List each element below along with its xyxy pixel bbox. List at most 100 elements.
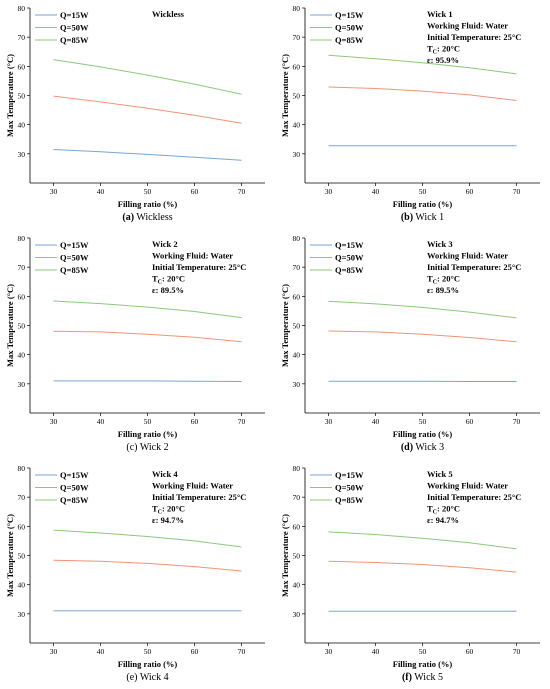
caption-text: Wick 3 bbox=[413, 442, 444, 453]
annotation-text: Wick 1 bbox=[427, 9, 453, 19]
y-tick-label: 40 bbox=[18, 351, 26, 360]
annotation-subscript: C bbox=[158, 510, 162, 516]
chart-panel: 30 40 50 60 70 80 30 40 50 60 70 Filling ratio (%) M… bbox=[5, 464, 265, 683]
legend-entry: Q=15W bbox=[335, 10, 364, 20]
caption-text: Wick 4 bbox=[138, 672, 169, 683]
panel-caption: (e) Wick 4 bbox=[126, 672, 168, 683]
annotation-text: Initial Temperature: 25°C bbox=[427, 32, 521, 42]
y-tick-label: 60 bbox=[18, 522, 26, 531]
annotation-part: : 20°C bbox=[437, 44, 460, 54]
annotation-text: TC: 20°C bbox=[427, 504, 460, 516]
y-tick-label: 50 bbox=[293, 322, 301, 331]
y-tick-label: 60 bbox=[18, 292, 26, 301]
y-tick-label: 50 bbox=[293, 92, 301, 101]
x-tick-label: 50 bbox=[144, 417, 152, 426]
y-axis-label: Max Temperature (°C) bbox=[280, 54, 290, 137]
y-tick-label: 40 bbox=[293, 351, 301, 360]
annotation-text: Wick 5 bbox=[427, 469, 453, 479]
y-tick-label: 40 bbox=[293, 581, 301, 590]
y-tick-label: 50 bbox=[18, 552, 26, 561]
y-tick-label: 70 bbox=[18, 33, 26, 42]
chart-panel: 30 40 50 60 70 80 30 40 50 60 70 Filling ratio (%) M… bbox=[5, 4, 265, 223]
x-axis-label: Filling ratio (%) bbox=[393, 659, 453, 669]
x-tick-label: 50 bbox=[419, 187, 427, 196]
series-line-q50w bbox=[53, 330, 242, 343]
x-tick-label: 70 bbox=[238, 647, 246, 656]
y-tick-label: 60 bbox=[293, 292, 301, 301]
annotation-part: : 20°C bbox=[437, 504, 460, 514]
x-axis-label: Filling ratio (%) bbox=[118, 659, 178, 669]
x-tick-label: 50 bbox=[419, 417, 427, 426]
x-axis-label: Filling ratio (%) bbox=[118, 199, 178, 209]
caption-letter: (f) bbox=[402, 672, 412, 683]
y-tick-label: 30 bbox=[18, 150, 26, 159]
y-tick-label: 30 bbox=[18, 610, 26, 619]
chart-panel: 30 40 50 60 70 80 30 40 50 60 70 Filling ratio (%) M… bbox=[5, 234, 265, 453]
annotation-text: Working Fluid: Water bbox=[427, 21, 508, 31]
annotation-part: T bbox=[427, 274, 433, 284]
x-tick-label: 40 bbox=[372, 187, 380, 196]
annotation-text: Working Fluid: Water bbox=[152, 251, 233, 261]
caption-letter: (e) bbox=[126, 672, 137, 683]
y-axis-label: Max Temperature (°C) bbox=[280, 514, 290, 597]
panel-caption: (c) Wick 2 bbox=[126, 442, 168, 453]
y-tick-label: 30 bbox=[293, 150, 301, 159]
y-tick-label: 80 bbox=[293, 234, 301, 243]
annotation-subscript: C bbox=[433, 50, 437, 56]
legend-entry: Q=50W bbox=[60, 483, 89, 493]
x-tick-label: 60 bbox=[191, 187, 199, 196]
y-tick-label: 40 bbox=[293, 121, 301, 130]
annotation-text: Wickless bbox=[152, 9, 185, 19]
legend-entry: Q=85W bbox=[335, 495, 364, 505]
legend-entry: Q=85W bbox=[60, 495, 89, 505]
legend-entry: Q=50W bbox=[60, 253, 89, 263]
x-axis-label: Filling ratio (%) bbox=[118, 429, 178, 439]
legend-entry: Q=50W bbox=[335, 23, 364, 33]
x-axis-label: Filling ratio (%) bbox=[393, 429, 453, 439]
caption-text: Wick 2 bbox=[138, 442, 169, 453]
annotation-part: : 20°C bbox=[437, 274, 460, 284]
x-tick-label: 50 bbox=[144, 187, 152, 196]
legend-entry: Q=50W bbox=[335, 483, 364, 493]
y-tick-label: 70 bbox=[293, 493, 301, 502]
y-tick-label: 60 bbox=[293, 522, 301, 531]
series-line-q15w bbox=[53, 380, 242, 382]
legend-entry: Q=15W bbox=[60, 470, 89, 480]
x-tick-label: 30 bbox=[325, 417, 333, 426]
annotation-text: TC: 20°C bbox=[152, 504, 185, 516]
annotation-part: : 20°C bbox=[162, 504, 185, 514]
chart-panel: 30 40 50 60 70 80 30 40 50 60 70 Filling ratio (%) M… bbox=[280, 234, 540, 453]
annotation-part: : 20°C bbox=[162, 274, 185, 284]
y-tick-label: 50 bbox=[18, 322, 26, 331]
annotation-text: ε: 89.5% bbox=[427, 285, 459, 295]
y-tick-label: 60 bbox=[293, 62, 301, 71]
y-tick-label: 40 bbox=[18, 121, 26, 130]
series-line-q15w bbox=[53, 149, 242, 161]
series-line-q50w bbox=[328, 330, 517, 343]
x-tick-label: 70 bbox=[513, 187, 521, 196]
x-tick-label: 30 bbox=[325, 647, 333, 656]
panel-caption: (f) Wick 5 bbox=[402, 672, 443, 683]
caption-letter: (d) bbox=[401, 442, 413, 453]
y-axis-label: Max Temperature (°C) bbox=[5, 54, 15, 137]
annotation-part: T bbox=[427, 504, 433, 514]
legend-entry: Q=15W bbox=[335, 470, 364, 480]
x-tick-label: 40 bbox=[97, 417, 105, 426]
legend-entry: Q=50W bbox=[335, 253, 364, 263]
x-tick-label: 50 bbox=[419, 647, 427, 656]
annotation-text: ε: 94.7% bbox=[152, 515, 184, 525]
caption-letter: (c) bbox=[126, 442, 137, 453]
x-tick-label: 60 bbox=[191, 647, 199, 656]
annotation-text: Wick 4 bbox=[152, 469, 178, 479]
caption-text: Wick 1 bbox=[413, 212, 444, 223]
y-tick-label: 30 bbox=[293, 610, 301, 619]
x-tick-label: 70 bbox=[238, 417, 246, 426]
y-tick-label: 40 bbox=[18, 581, 26, 590]
y-axis-label: Max Temperature (°C) bbox=[5, 514, 15, 597]
x-tick-label: 60 bbox=[466, 647, 474, 656]
x-tick-label: 60 bbox=[191, 417, 199, 426]
y-tick-label: 80 bbox=[293, 4, 301, 13]
annotation-text: Working Fluid: Water bbox=[427, 251, 508, 261]
annotation-subscript: C bbox=[158, 280, 162, 286]
